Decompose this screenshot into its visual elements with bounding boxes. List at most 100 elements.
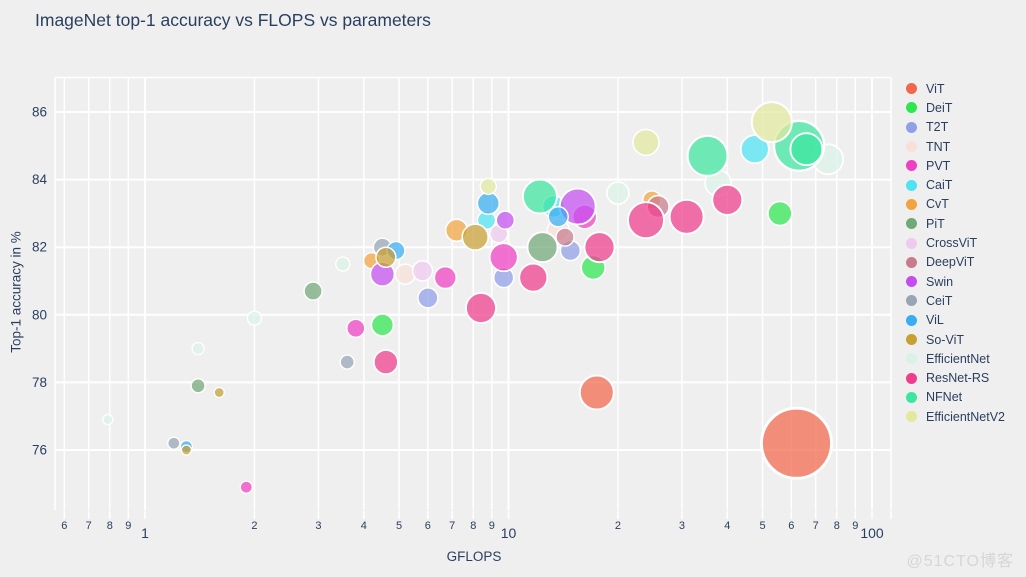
data-point-EfficientNet[interactable]: [102, 413, 114, 426]
data-point-T2T[interactable]: [417, 287, 439, 309]
svg-text:9: 9: [489, 520, 495, 532]
legend-item-TNT[interactable]: TNT: [902, 137, 1024, 156]
data-point-ResNet-RS[interactable]: [583, 231, 616, 264]
svg-text:80: 80: [32, 307, 47, 322]
data-point-ResNet-RS[interactable]: [373, 349, 399, 375]
legend-swatch-ViL: [906, 314, 917, 326]
legend-item-Swin[interactable]: Swin: [902, 272, 1024, 291]
legend-label: EfficientNetV2: [926, 409, 1005, 424]
data-point-DeepViT[interactable]: [555, 227, 575, 247]
legend-item-NFNet[interactable]: NFNet: [902, 388, 1024, 407]
axis-ticks: [63, 511, 892, 519]
legend-item-CvT[interactable]: CvT: [902, 195, 1024, 214]
legend-swatch-ResNet-RS: [906, 372, 917, 384]
svg-text:2: 2: [251, 520, 257, 532]
data-point-NFNet[interactable]: [686, 134, 729, 177]
data-point-PiT[interactable]: [303, 281, 323, 301]
legend-swatch-CeiT: [906, 295, 917, 307]
data-point-PVT[interactable]: [433, 265, 458, 290]
data-point-DeiT[interactable]: [370, 313, 395, 337]
data-point-EfficientNet[interactable]: [191, 341, 205, 356]
data-point-CaiT[interactable]: [739, 134, 770, 165]
svg-text:82: 82: [32, 240, 47, 255]
legend-swatch-T2T: [906, 121, 917, 133]
legend-item-ViL[interactable]: ViL: [902, 311, 1024, 330]
data-point-Swin[interactable]: [495, 210, 515, 230]
legend-label: ResNet-RS: [926, 371, 990, 386]
legend-label: CrossViT: [926, 236, 978, 251]
data-point-ViL[interactable]: [476, 191, 501, 216]
svg-text:8: 8: [470, 520, 476, 532]
svg-text:3: 3: [679, 520, 685, 532]
legend-item-T2T[interactable]: T2T: [902, 118, 1024, 137]
data-point-PVT[interactable]: [346, 318, 366, 338]
legend-label: ViT: [926, 81, 945, 96]
legend-item-CeiT[interactable]: CeiT: [902, 291, 1024, 310]
svg-text:7: 7: [86, 520, 92, 532]
legend-swatch-CrossViT: [906, 237, 917, 249]
legend-item-So-ViT[interactable]: So-ViT: [902, 330, 1024, 349]
data-point-ResNet-RS[interactable]: [668, 198, 705, 235]
chart-title: ImageNet top-1 accuracy vs FLOPS vs para…: [35, 10, 431, 30]
data-point-CeiT[interactable]: [339, 354, 355, 370]
legend-item-PiT[interactable]: PiT: [902, 214, 1024, 233]
data-point-EfficientNetV2[interactable]: [479, 177, 497, 196]
legend-item-CaiT[interactable]: CaiT: [902, 175, 1024, 194]
data-point-DeiT[interactable]: [767, 200, 793, 227]
legend-swatch-Swin: [906, 276, 917, 288]
data-point-So-ViT[interactable]: [375, 246, 397, 269]
svg-text:3: 3: [315, 520, 321, 532]
svg-text:5: 5: [760, 520, 766, 532]
svg-text:10: 10: [501, 525, 517, 541]
legend-swatch-EfficientNet: [906, 353, 917, 365]
legend-swatch-PVT: [906, 160, 917, 172]
svg-text:1: 1: [141, 525, 149, 541]
data-point-ResNet-RS[interactable]: [627, 201, 665, 240]
svg-text:84: 84: [32, 172, 48, 187]
data-point-NFNet[interactable]: [521, 178, 558, 215]
svg-text:6: 6: [425, 520, 431, 532]
data-point-CeiT[interactable]: [167, 436, 181, 450]
legend-item-PVT[interactable]: PVT: [902, 156, 1024, 175]
data-point-EfficientNetV2[interactable]: [632, 128, 660, 157]
data-point-EfficientNet[interactable]: [335, 256, 351, 272]
legend-label: CaiT: [926, 178, 953, 193]
data-point-ViL[interactable]: [547, 206, 569, 228]
legend-label: ViL: [926, 313, 944, 328]
legend-swatch-DeepViT: [906, 256, 917, 268]
data-point-So-ViT[interactable]: [461, 223, 490, 251]
legend-item-CrossViT[interactable]: CrossViT: [902, 233, 1024, 252]
data-point-PVT[interactable]: [488, 242, 519, 273]
y-axis-label: Top-1 accuracy in %: [8, 231, 24, 353]
data-points: [102, 101, 844, 494]
data-point-ResNet-RS[interactable]: [465, 292, 497, 324]
data-point-EfficientNet[interactable]: [606, 181, 630, 205]
data-point-ResNet-RS[interactable]: [711, 183, 744, 216]
svg-text:9: 9: [125, 520, 131, 532]
legend-item-DeiT[interactable]: DeiT: [902, 98, 1024, 117]
legend-label: CvT: [926, 197, 949, 212]
data-point-So-ViT[interactable]: [213, 386, 225, 399]
legend-item-EfficientNet[interactable]: EfficientNet: [902, 349, 1024, 368]
data-point-So-ViT[interactable]: [180, 444, 193, 456]
data-point-ViT[interactable]: [578, 374, 615, 411]
data-point-PVT[interactable]: [239, 480, 253, 494]
data-point-PiT[interactable]: [190, 378, 206, 394]
data-point-ViT[interactable]: [760, 406, 833, 480]
legend-label: EfficientNet: [926, 351, 990, 366]
data-point-PiT[interactable]: [526, 231, 559, 264]
legend-label: DeepViT: [926, 255, 975, 270]
legend-item-ViT[interactable]: ViT: [902, 79, 1024, 98]
svg-text:76: 76: [32, 443, 47, 458]
x-tick-labels: 6 7 8 9 1 2 3 4 5 6 7 8 9 10 2 3 4 5 6 7 8 9 100: [61, 520, 884, 541]
data-point-ResNet-RS[interactable]: [518, 262, 549, 293]
legend-item-ResNet-RS[interactable]: ResNet-RS: [902, 368, 1024, 387]
legend-item-DeepViT[interactable]: DeepViT: [902, 253, 1024, 272]
legend-item-EfficientNetV2[interactable]: EfficientNetV2: [902, 407, 1024, 426]
data-point-EfficientNetV2[interactable]: [750, 101, 793, 144]
svg-text:8: 8: [834, 520, 840, 532]
data-point-NFNet[interactable]: [789, 132, 824, 167]
legend-swatch-PiT: [906, 218, 917, 230]
data-point-EfficientNet[interactable]: [246, 310, 263, 326]
data-point-CrossViT[interactable]: [411, 260, 434, 282]
